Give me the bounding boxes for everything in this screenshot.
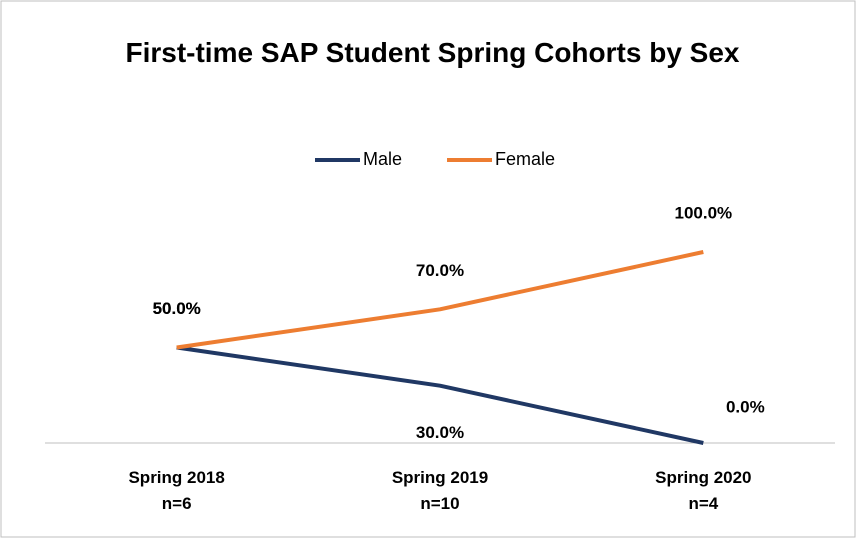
- x-tick-label: Spring 2018 n=6: [128, 468, 224, 513]
- legend-label: Female: [495, 149, 555, 169]
- legend-label: Male: [363, 149, 402, 169]
- x-tick-label: Spring 2020 n=4: [655, 468, 751, 513]
- x-tick-label: Spring 2019 n=10: [392, 468, 488, 513]
- data-label: 30.0%: [416, 423, 464, 442]
- data-label: 50.0%: [153, 299, 201, 318]
- data-label: 70.0%: [416, 261, 464, 280]
- data-label: 0.0%: [726, 397, 765, 416]
- data-label: 100.0%: [674, 203, 732, 222]
- series-line: [176, 250, 704, 350]
- data-label: 50.0%: [153, 299, 201, 318]
- series-line: [176, 345, 704, 445]
- chart-title: First-time SAP Student Spring Cohorts by…: [125, 37, 740, 68]
